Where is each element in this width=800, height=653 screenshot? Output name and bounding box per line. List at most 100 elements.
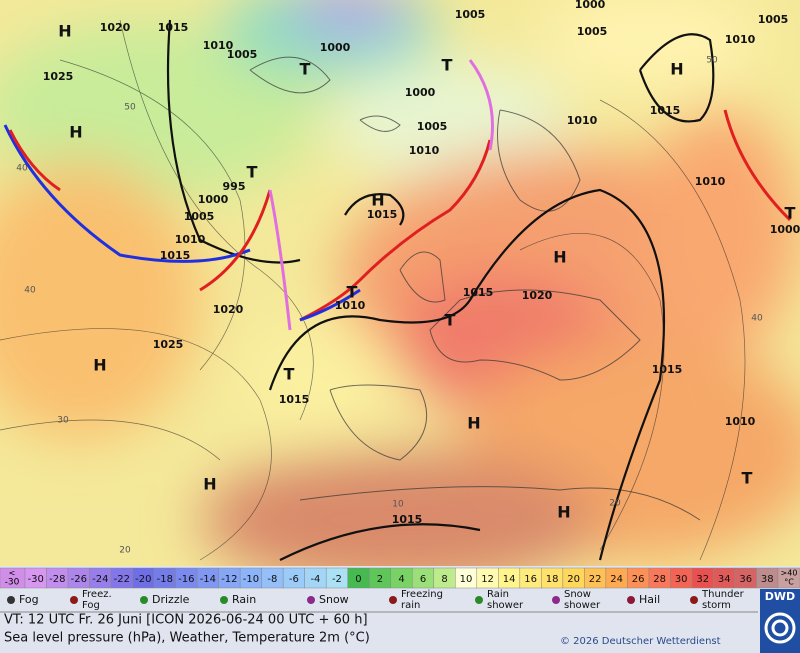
isobar-label: 1005 [227, 48, 258, 61]
scale-label: -10 [243, 574, 259, 585]
scale-label: 36 [739, 574, 752, 585]
pressure-center: H [203, 475, 216, 494]
logo-mark [771, 619, 789, 637]
weather-icon [307, 596, 315, 604]
scale-above: >40 [781, 569, 798, 578]
copyright: © 2026 Deutscher Wetterdienst [560, 636, 721, 647]
weather-label: Freez. Fog [82, 589, 112, 611]
scale-label: 4 [398, 574, 404, 585]
scale-label: 26 [632, 574, 645, 585]
isobar-label: 1015 [367, 208, 398, 221]
scale-label: 22 [589, 574, 602, 585]
isobar-label: 1005 [455, 8, 486, 21]
isobar-label: 1005 [184, 210, 215, 223]
scale-label: -24 [92, 574, 108, 585]
pressure-center: H [371, 191, 384, 210]
pressure-center: T [300, 60, 311, 79]
weather-label: Rain shower [487, 589, 524, 611]
pressure-center: H [467, 414, 480, 433]
scale-label: -4 [310, 574, 320, 585]
weather-label: Rain [232, 593, 256, 606]
pressure-center: T [445, 311, 456, 330]
scale-label: 24 [610, 574, 623, 585]
isobar-label: 1025 [43, 70, 74, 83]
isobar-label: 1010 [695, 175, 726, 188]
weather-label: Fog [19, 593, 39, 606]
scale-label: 32 [696, 574, 709, 585]
map: H 1020 10151025H101010051000T1005100010051… [0, 0, 800, 566]
pressure-center: T [742, 469, 753, 488]
isobar-label: 1015 [279, 393, 310, 406]
grid-label: 10 [392, 500, 404, 510]
weather-label: Snow shower [564, 589, 601, 611]
scale-label: -16 [178, 574, 194, 585]
grid-label: 50 [124, 103, 136, 113]
weather-icon [140, 596, 148, 604]
weather-icon [70, 596, 78, 604]
grid-label: 40 [751, 314, 763, 324]
grid-label: 40 [16, 164, 28, 174]
scale-label: -20 [135, 574, 151, 585]
logo-mark [764, 612, 796, 644]
scale-label: -6 [289, 574, 299, 585]
isobar-label: 1015 [160, 249, 191, 262]
logo: DWD [765, 590, 795, 603]
isobar-label: 1000 [320, 41, 351, 54]
description: Sea level pressure (hPa), Weather, Tempe… [4, 631, 370, 646]
pressure-center: H [69, 123, 82, 142]
isobar-label: 1025 [153, 338, 184, 351]
weather-icon [627, 596, 635, 604]
scale-label: 20 [567, 574, 580, 585]
scale-label: -30 [28, 574, 44, 585]
scale-label: -14 [200, 574, 216, 585]
scale-label: 16 [524, 574, 537, 585]
scale-label: 12 [481, 574, 494, 585]
scale-label: 38 [761, 574, 774, 585]
pressure-center: T [247, 163, 258, 182]
scale-unit: °C [784, 578, 794, 587]
isobar-label: 1020 [213, 303, 244, 316]
scale-below-value: -30 [5, 578, 20, 588]
scale-label: 34 [718, 574, 731, 585]
grid-label: 20 [609, 499, 621, 509]
isobar-label: 1015 [158, 21, 189, 34]
scale-label: 18 [546, 574, 559, 585]
scale-label: -28 [49, 574, 65, 585]
isobar-label: 1020 [100, 21, 131, 34]
weather-label: Drizzle [152, 593, 190, 606]
pressure-center: T [442, 56, 453, 75]
scale-label: -26 [71, 574, 87, 585]
scale-label: 0 [355, 574, 361, 585]
isobar-label: 1005 [577, 25, 608, 38]
isobar-label: 1015 [392, 513, 423, 526]
weather-label: Thunder storm [701, 589, 745, 611]
scale-label: 2 [377, 574, 383, 585]
pressure-center: H [557, 503, 570, 522]
isobar-label: 1015 [463, 286, 494, 299]
weather-icon [552, 596, 560, 604]
isobar-label: 1015 [652, 363, 683, 376]
weather-icon [690, 596, 698, 604]
scale-label: 28 [653, 574, 666, 585]
pressure-center: T [284, 365, 295, 384]
weather-icon [389, 596, 397, 604]
isobar-label: 1000 [770, 223, 800, 236]
isobar-label: 1010 [725, 415, 756, 428]
weather-icon [220, 596, 228, 604]
weather-label: Hail [639, 593, 660, 606]
isobar-label: 1020 [522, 289, 553, 302]
isobar-label: 995 [223, 180, 246, 193]
grid-label: 20 [119, 546, 131, 556]
scale-label: -22 [114, 574, 130, 585]
grid-label: 50 [706, 56, 718, 66]
isobar-label: 1000 [405, 86, 436, 99]
scale-above-cell [777, 567, 800, 589]
pressure-center: T [785, 204, 796, 223]
scale-label: 10 [460, 574, 473, 585]
scale-label: -18 [157, 574, 173, 585]
isobar-label: 1000 [575, 0, 606, 11]
valid-time: VT: 12 UTC Fr. 26 Juni [ICON 2026-06-24 … [4, 613, 368, 628]
pressure-center: H [58, 22, 71, 41]
pressure-center: H [553, 248, 566, 267]
